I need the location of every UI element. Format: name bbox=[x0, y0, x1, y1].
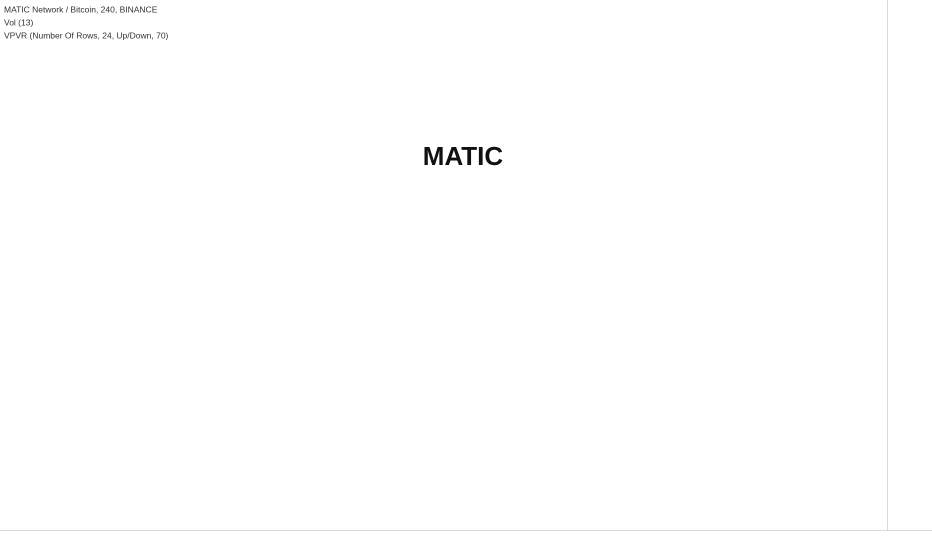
legend-symbol: MATIC Network / Bitcoin, 240, BINANCE bbox=[4, 4, 158, 14]
legend-volume: Vol (13) bbox=[4, 17, 33, 27]
legend-vpvr: VPVR (Number Of Rows, 24, Up/Down, 70) bbox=[4, 30, 169, 40]
annotation: MATIC bbox=[423, 141, 504, 171]
